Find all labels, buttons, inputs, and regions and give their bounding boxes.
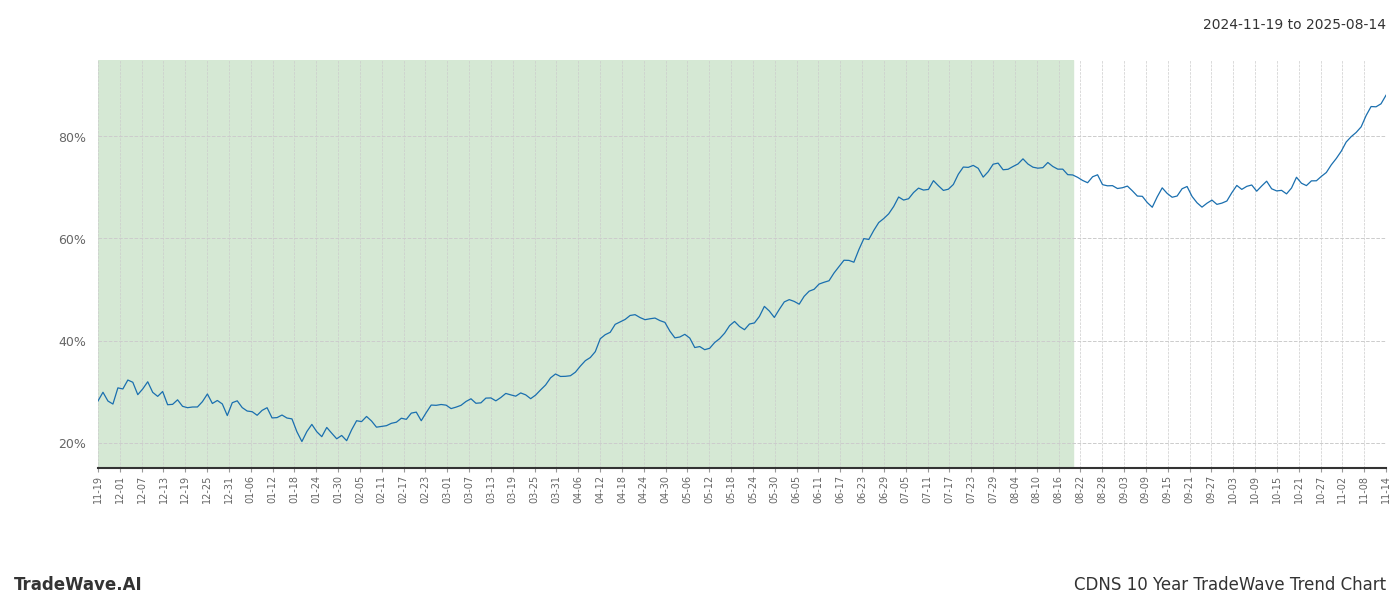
Text: CDNS 10 Year TradeWave Trend Chart: CDNS 10 Year TradeWave Trend Chart xyxy=(1074,576,1386,594)
Text: 2024-11-19 to 2025-08-14: 2024-11-19 to 2025-08-14 xyxy=(1203,18,1386,32)
Bar xyxy=(98,60,1072,468)
Text: TradeWave.AI: TradeWave.AI xyxy=(14,576,143,594)
